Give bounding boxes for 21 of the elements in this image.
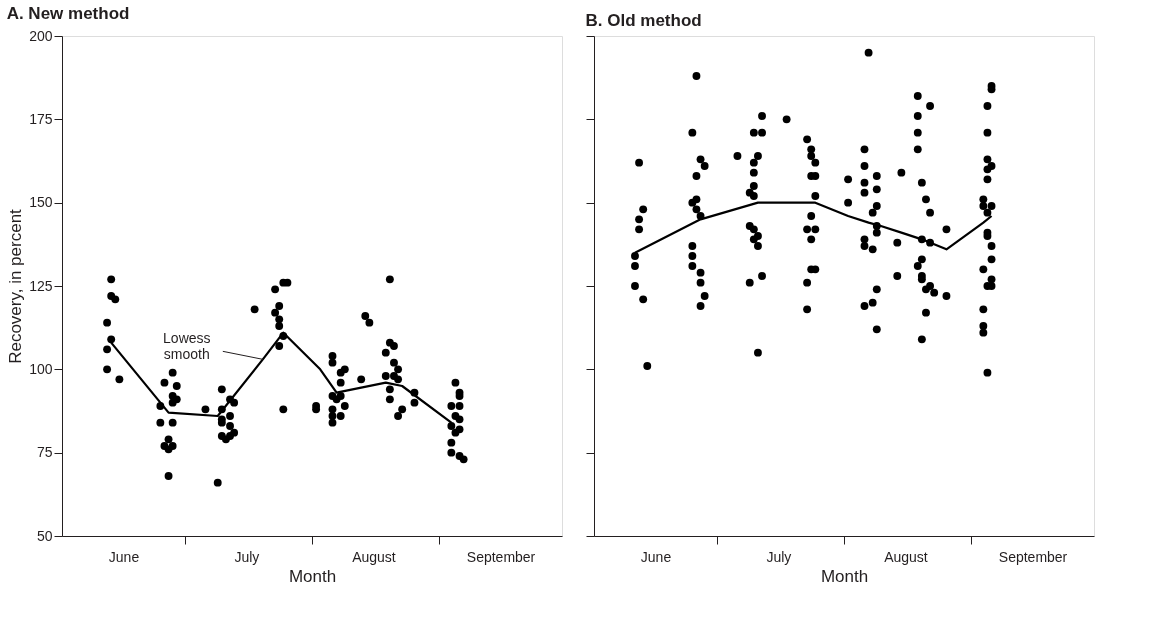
chart-title: B. Old method: [585, 10, 702, 30]
y-tick-label: 175: [29, 110, 53, 127]
x-tick-label: August: [352, 548, 396, 565]
chart-title: A. New method: [6, 4, 130, 23]
y-tick-label: 50: [36, 527, 53, 544]
x-tick-label: June: [108, 548, 140, 565]
x-axis-title: Month: [820, 566, 869, 586]
y-axis-title: Recovery, in percent: [6, 208, 26, 364]
x-axis-title: Month: [288, 566, 337, 586]
x-tick-label: September: [998, 548, 1068, 565]
x-tick-label: July: [766, 548, 792, 565]
x-tick-label: June: [640, 548, 672, 565]
x-tick-label: September: [466, 548, 536, 565]
y-tick-label: 125: [29, 277, 53, 294]
y-tick-label: 100: [29, 360, 53, 377]
y-tick-label: 200: [29, 27, 53, 44]
y-tick-label: 75: [36, 444, 53, 461]
x-tick-label: July: [234, 548, 260, 565]
x-tick-label: August: [884, 548, 928, 565]
annotation: Lowess smooth: [163, 330, 211, 363]
y-tick-label: 150: [29, 194, 53, 211]
